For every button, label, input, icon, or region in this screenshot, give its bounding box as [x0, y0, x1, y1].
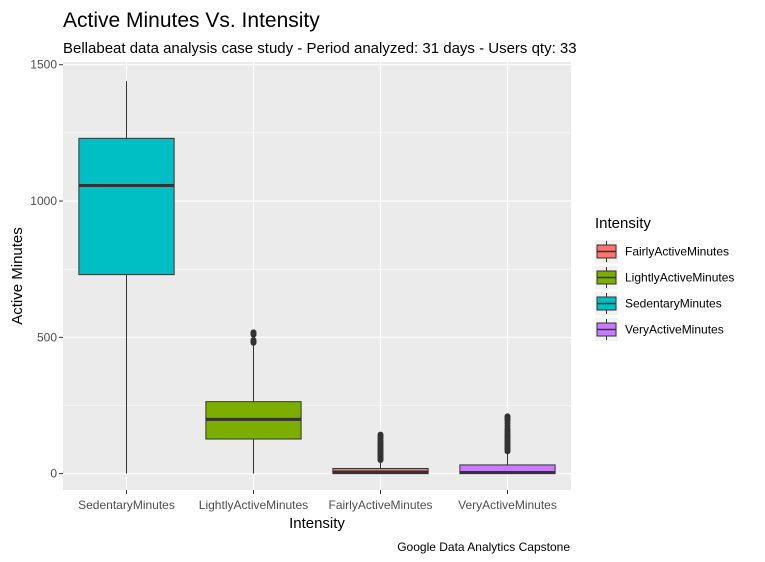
y-axis-title: Active Minutes [9, 227, 26, 325]
x-tick-label: SedentaryMinutes [78, 498, 175, 512]
boxplot-VeryActiveMinutes [459, 413, 556, 475]
boxplots [78, 81, 556, 475]
legend-label: VeryActiveMinutes [625, 323, 724, 337]
legend-label: SedentaryMinutes [625, 297, 722, 311]
x-axis: SedentaryMinutes LightlyActiveMinutes Fair… [78, 490, 557, 512]
outlier-point [377, 431, 384, 438]
legend-item-VeryActiveMinutes: VeryActiveMinutes [595, 318, 724, 341]
chart-subtitle: Bellabeat data analysis case study - Per… [63, 40, 577, 57]
y-tick-label: 1000 [30, 194, 57, 208]
x-tick-label: VeryActiveMinutes [458, 498, 557, 512]
outlier-point [250, 329, 257, 336]
boxplot-SedentaryMinutes [78, 81, 175, 474]
legend-item-FairlyActiveMinutes: FairlyActiveMinutes [595, 240, 729, 263]
y-tick-label: 0 [50, 467, 57, 481]
chart-title: Active Minutes Vs. Intensity [63, 9, 320, 32]
plot-panel [63, 62, 571, 490]
y-axis: 0 500 1000 1500 [30, 58, 63, 481]
legend-label: FairlyActiveMinutes [625, 245, 729, 259]
boxplot-LightlyActiveMinutes [205, 329, 302, 474]
x-tick-label: LightlyActiveMinutes [199, 498, 308, 512]
y-tick-label: 1500 [30, 58, 57, 72]
legend-title: Intensity [595, 215, 651, 232]
legend: FairlyActiveMinutes LightlyActiveMinutes S… [595, 240, 734, 341]
legend-label: LightlyActiveMinutes [625, 271, 734, 285]
outlier-point [504, 413, 511, 420]
legend-item-SedentaryMinutes: SedentaryMinutes [595, 292, 722, 315]
x-tick-label: FairlyActiveMinutes [328, 498, 432, 512]
chart-caption: Google Data Analytics Capstone [397, 540, 570, 554]
legend-item-LightlyActiveMinutes: LightlyActiveMinutes [595, 266, 734, 289]
y-tick-label: 500 [37, 330, 57, 344]
boxplot-FairlyActiveMinutes [332, 431, 429, 475]
outlier-point [250, 337, 257, 344]
x-axis-title: Intensity [289, 515, 345, 532]
box [78, 137, 175, 276]
